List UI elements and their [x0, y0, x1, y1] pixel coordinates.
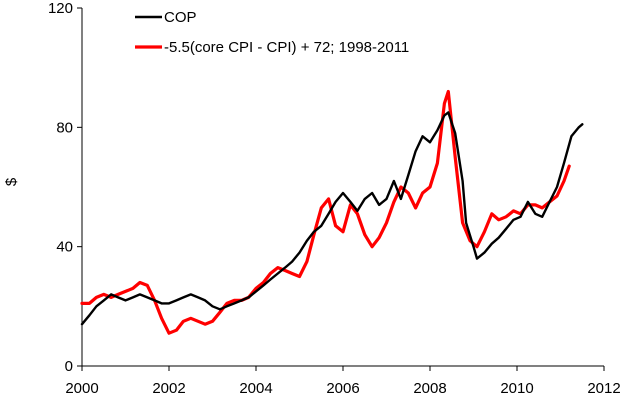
series-line-cop	[80, 111, 584, 326]
x-tick-label: 2006	[326, 380, 359, 397]
legend-label: -5.5(core CPI - CPI) + 72; 1998-2011	[164, 39, 409, 56]
x-tick-label: 2004	[239, 380, 272, 397]
y-tick-label: 120	[48, 0, 73, 17]
legend: COP -5.5(core CPI - CPI) + 72; 1998-2011	[135, 9, 409, 56]
x-tick-label: 2012	[587, 380, 620, 397]
y-tick-label: 0	[65, 358, 73, 375]
axes: 0 40 80 120 2000 2002 2004 2006 2008 2010 2012	[48, 0, 621, 397]
series-group	[80, 89, 584, 335]
series-line-cpi-formula	[80, 89, 571, 335]
x-tick-label: 2010	[500, 380, 533, 397]
x-tick-label: 2000	[65, 380, 98, 397]
x-tick-label: 2002	[152, 380, 185, 397]
x-tick-label: 2008	[413, 380, 446, 397]
y-tick-label: 80	[56, 119, 73, 136]
legend-label: COP	[164, 9, 197, 26]
y-tick-label: 40	[56, 239, 73, 256]
y-axis-label: $	[3, 177, 20, 186]
